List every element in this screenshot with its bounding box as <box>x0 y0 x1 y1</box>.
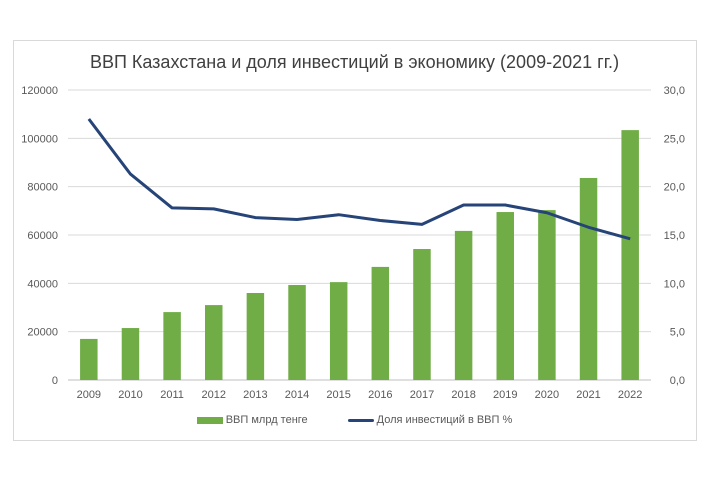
x-tick-label: 2019 <box>493 389 517 401</box>
left-tick-label: 80000 <box>27 182 58 194</box>
right-tick-label: 30,0 <box>664 85 685 97</box>
bar-gdp-2013 <box>246 293 265 380</box>
left-tick-label: 120000 <box>21 85 58 97</box>
bar-gdp-2014 <box>288 285 306 380</box>
x-tick-label: 2012 <box>202 389 226 401</box>
bar-gdp-2017 <box>413 249 431 380</box>
bar-gdp-2012 <box>205 305 223 380</box>
left-tick-label: 60000 <box>27 230 58 242</box>
chart-frame <box>13 40 697 441</box>
bar-gdp-2018 <box>454 230 473 380</box>
bar-gdp-2016 <box>371 266 390 380</box>
x-tick-label: 2010 <box>118 389 142 401</box>
bar-gdp-2021 <box>579 177 598 380</box>
x-tick-label: 2016 <box>368 389 392 401</box>
x-tick-label: 2018 <box>451 389 475 401</box>
bar-gdp-2022 <box>621 130 639 380</box>
bar-gdp-2020 <box>538 210 556 380</box>
x-tick-label: 2015 <box>326 389 350 401</box>
x-tick-label: 2017 <box>410 389 434 401</box>
left-tick-label: 40000 <box>27 278 58 290</box>
right-tick-label: 5,0 <box>670 327 685 339</box>
right-tick-label: 0,0 <box>670 375 685 387</box>
x-tick-label: 2009 <box>77 389 101 401</box>
right-tick-label: 25,0 <box>664 133 685 145</box>
left-tick-label: 100000 <box>21 133 58 145</box>
x-tick-label: 2022 <box>618 389 642 401</box>
legend: ВВП млрд тенге Доля инвестиций в ВВП % <box>0 414 709 426</box>
x-tick-label: 2021 <box>576 389 600 401</box>
right-tick-label: 15,0 <box>664 230 685 242</box>
bar-gdp-2011 <box>163 312 181 380</box>
legend-swatch-bar <box>196 416 223 424</box>
line-investment-share <box>87 118 631 241</box>
legend-swatch-line <box>347 418 374 422</box>
left-tick-label: 0 <box>52 375 58 387</box>
x-tick-label: 2014 <box>285 389 309 401</box>
bar-gdp-2009 <box>80 338 98 380</box>
x-tick-label: 2011 <box>160 389 184 401</box>
bar-gdp-2019 <box>496 212 514 380</box>
chart-title: ВВП Казахстана и доля инвестиций в эконо… <box>89 52 620 72</box>
right-tick-label: 10,0 <box>664 278 685 290</box>
left-tick-label: 20000 <box>27 327 58 339</box>
right-tick-label: 20,0 <box>664 182 685 194</box>
bar-gdp-2010 <box>121 328 140 380</box>
legend-item-investment: Доля инвестиций в ВВП % <box>347 414 513 426</box>
legend-item-gdp: ВВП млрд тенге <box>196 414 308 426</box>
legend-label-investment: Доля инвестиций в ВВП % <box>376 414 513 426</box>
legend-label-gdp: ВВП млрд тенге <box>225 414 308 426</box>
bar-gdp-2015 <box>329 282 348 380</box>
x-tick-label: 2020 <box>535 389 559 401</box>
x-tick-label: 2013 <box>243 389 267 401</box>
